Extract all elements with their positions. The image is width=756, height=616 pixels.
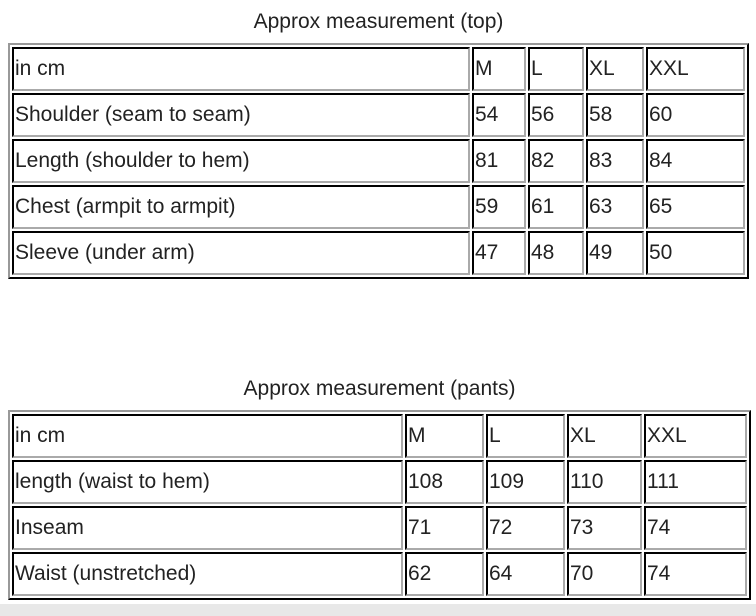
size-value-cell: L	[486, 414, 565, 458]
size-value-cell: 109	[486, 460, 565, 504]
size-value-cell: 48	[528, 231, 584, 275]
size-value-cell: 71	[405, 506, 484, 550]
pants-measurement-table: in cm M L XL XXL length (waist to hem) 108 109 1…	[8, 410, 751, 600]
top-table-caption: Approx measurement (top)	[253, 10, 504, 33]
size-value-cell: 73	[567, 506, 642, 550]
row-label-cell: in cm	[12, 414, 403, 458]
size-value-cell: 47	[472, 231, 526, 275]
size-value-cell: 59	[472, 185, 526, 229]
bottom-scroll-area	[0, 604, 756, 616]
size-value-cell: 111	[644, 460, 747, 504]
size-value-cell: 72	[486, 506, 565, 550]
size-value-cell: 74	[644, 506, 747, 550]
row-label-cell: Inseam	[12, 506, 403, 550]
size-value-cell: XXL	[644, 414, 747, 458]
size-value-cell: 60	[646, 93, 745, 137]
size-value-cell: 62	[405, 552, 484, 596]
row-label-cell: length (waist to hem)	[12, 460, 403, 504]
size-value-cell: 56	[528, 93, 584, 137]
size-value-cell: L	[528, 47, 584, 91]
row-label-cell: in cm	[12, 47, 470, 91]
size-value-cell: 61	[528, 185, 584, 229]
size-value-cell: 58	[586, 93, 644, 137]
table-row: Chest (armpit to armpit) 59 61 63 65	[12, 185, 745, 229]
size-value-cell: XL	[567, 414, 642, 458]
size-value-cell: 84	[646, 139, 745, 183]
row-label-cell: Shoulder (seam to seam)	[12, 93, 470, 137]
size-value-cell: 81	[472, 139, 526, 183]
size-value-cell: 82	[528, 139, 584, 183]
row-label-cell: Sleeve (under arm)	[12, 231, 470, 275]
row-label-cell: Length (shoulder to hem)	[12, 139, 470, 183]
size-value-cell: XL	[586, 47, 644, 91]
table-row: Waist (unstretched) 62 64 70 74	[12, 552, 747, 596]
top-measurement-table: in cm M L XL XXL Shoulder (seam to seam) 54 56 5…	[8, 43, 749, 279]
size-value-cell: 70	[567, 552, 642, 596]
size-value-cell: 63	[586, 185, 644, 229]
size-value-cell: 74	[644, 552, 747, 596]
size-value-cell: 50	[646, 231, 745, 275]
table-row: Inseam 71 72 73 74	[12, 506, 747, 550]
size-value-cell: M	[405, 414, 484, 458]
size-value-cell: 83	[586, 139, 644, 183]
row-label-cell: Waist (unstretched)	[12, 552, 403, 596]
size-value-cell: 65	[646, 185, 745, 229]
size-value-cell: XXL	[646, 47, 745, 91]
row-label-cell: Chest (armpit to armpit)	[12, 185, 470, 229]
pants-table-caption: Approx measurement (pants)	[243, 377, 516, 400]
size-value-cell: 49	[586, 231, 644, 275]
table-row: Sleeve (under arm) 47 48 49 50	[12, 231, 745, 275]
size-value-cell: 54	[472, 93, 526, 137]
table-row: length (waist to hem) 108 109 110 111	[12, 460, 747, 504]
size-value-cell: 64	[486, 552, 565, 596]
size-value-cell: 110	[567, 460, 642, 504]
table-row: Shoulder (seam to seam) 54 56 58 60	[12, 93, 745, 137]
size-value-cell: M	[472, 47, 526, 91]
table-row: Length (shoulder to hem) 81 82 83 84	[12, 139, 745, 183]
size-value-cell: 108	[405, 460, 484, 504]
header-row: in cm M L XL XXL	[12, 47, 745, 91]
header-row: in cm M L XL XXL	[12, 414, 747, 458]
